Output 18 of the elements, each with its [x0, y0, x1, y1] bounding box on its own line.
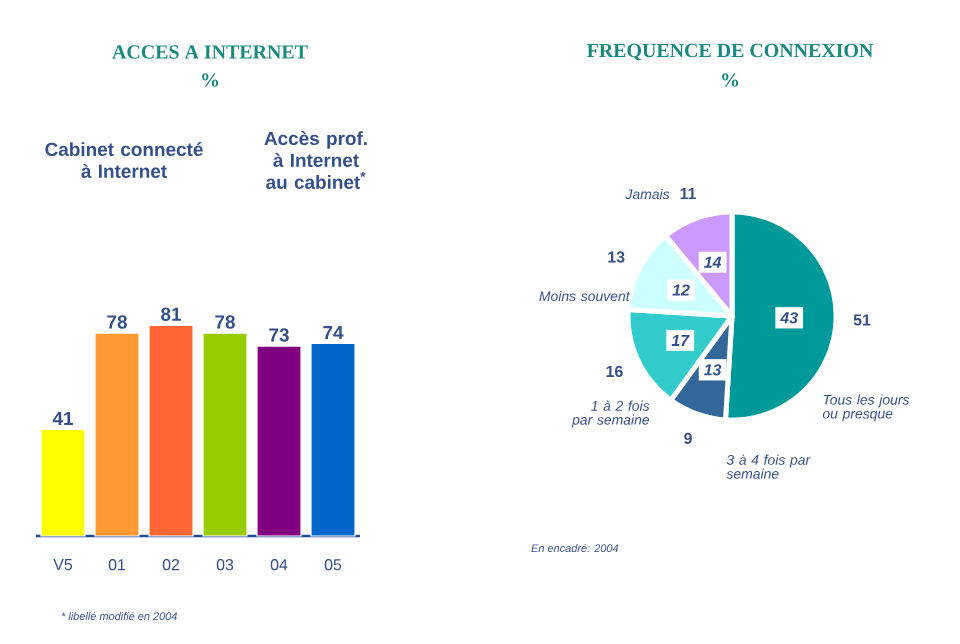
bar [256, 345, 302, 537]
data-label: 41 [52, 411, 74, 425]
data-label: 78 [107, 315, 127, 329]
bar [310, 342, 356, 537]
data-label: 78 [215, 315, 235, 329]
bar [148, 324, 194, 537]
bar [40, 428, 86, 537]
bar [94, 332, 140, 537]
chart-title: FREQUENCE DE CONNEXION [587, 43, 874, 61]
text: Cabinet connecté à Internet [45, 142, 203, 178]
data-label: 73 [269, 328, 289, 342]
bar [202, 332, 248, 537]
chart-subtitle: % [202, 73, 219, 87]
data-label: 74 [323, 326, 344, 340]
chart-title: ACCES A INTERNET [112, 45, 308, 59]
data-label: 81 [161, 307, 182, 321]
text: Accès prof. à Internet au cabinet$^{*}$ [264, 131, 367, 189]
chart-subtitle: % [722, 73, 739, 87]
